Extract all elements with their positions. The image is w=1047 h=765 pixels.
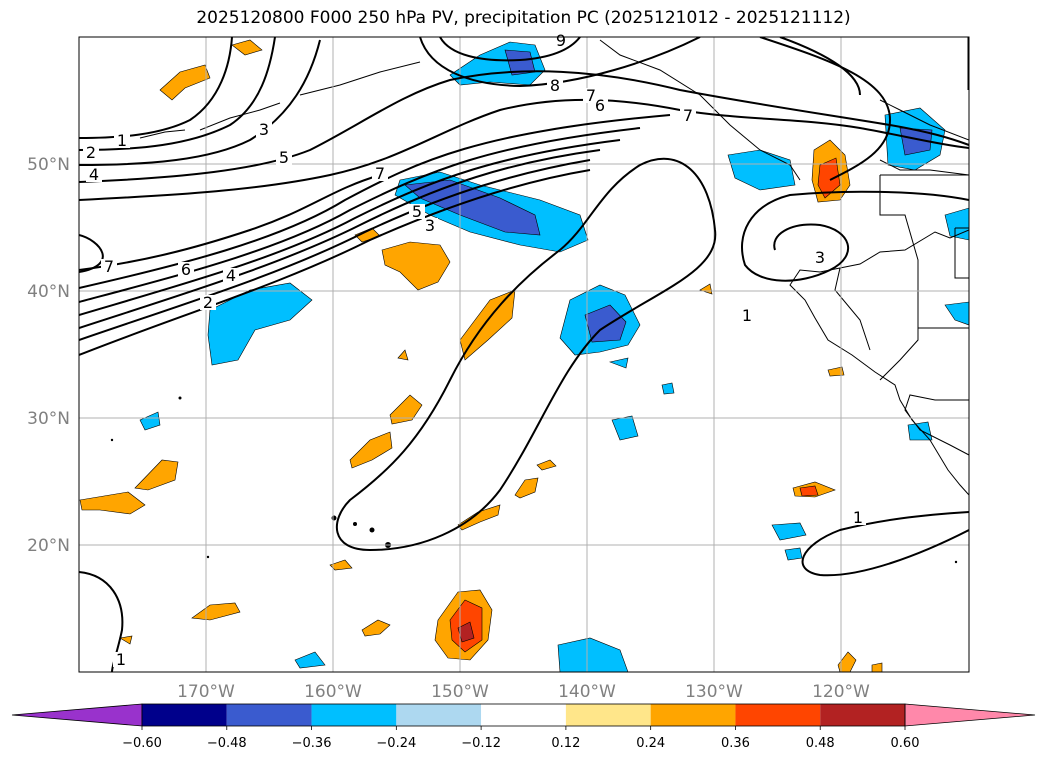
precip-pos-blob xyxy=(827,366,845,377)
precip-neg-core xyxy=(584,304,627,343)
colorbar-bin xyxy=(481,704,566,726)
precip-neg-blob xyxy=(207,282,313,366)
precip-neg-blob xyxy=(907,421,933,441)
lon-tick-label: 170°W xyxy=(177,682,235,702)
colorbar-bin xyxy=(650,704,736,726)
contour-label: 3 xyxy=(425,216,435,235)
precip-pos-blob xyxy=(536,459,557,471)
precip-pos-blob xyxy=(381,241,451,291)
colorbar: −0.60 −0.48 −0.36 −0.24 −0.12 0.12 0.24 0.36 0.4… xyxy=(11,703,1036,751)
precip-pos-blob xyxy=(361,619,391,637)
precip-pos-blob xyxy=(837,651,857,672)
precip-pos-blob xyxy=(514,477,539,499)
precip-pos-blob xyxy=(119,635,133,645)
colorbar-bin xyxy=(226,704,312,726)
colorbar-tick-label: 0.48 xyxy=(806,736,835,751)
precip-neg-blob xyxy=(944,301,969,326)
precip-neg-core xyxy=(899,127,933,156)
lon-axis: 170°W 160°W 150°W 140°W 130°W 120°W xyxy=(177,682,870,702)
precip-neg-blob xyxy=(661,382,675,395)
precip-pos-blob xyxy=(457,504,501,531)
colorbar-tick-label: 0.60 xyxy=(891,736,920,751)
colorbar-tick-label: −0.36 xyxy=(292,736,332,751)
contour-label: 1 xyxy=(742,306,752,325)
coastlines xyxy=(139,37,969,496)
precip-pos-blob xyxy=(79,491,146,515)
contour-label: 2 xyxy=(86,143,96,162)
colorbar-tick-label: −0.60 xyxy=(122,736,162,751)
contour-label: 7 xyxy=(683,106,693,125)
precip-pos-blob xyxy=(459,289,516,361)
colorbar-bin xyxy=(565,704,651,726)
precip-pos-blob xyxy=(871,662,883,672)
lat-tick-label: 30°N xyxy=(27,409,70,429)
contour-label: 1 xyxy=(853,508,863,527)
contour-label: 1 xyxy=(116,650,126,669)
precip-neg-blob xyxy=(608,357,629,369)
contour-label: 1 xyxy=(117,131,127,150)
map-frame xyxy=(78,36,970,673)
contour-labels: 9 8 7 6 7 2 1 4 3 5 7 5 3 7 6 4 2 3 1 1 … xyxy=(83,31,866,669)
contour-label: 7 xyxy=(586,86,596,105)
contour-label: 8 xyxy=(550,76,560,95)
colorbar-tick-label: −0.24 xyxy=(376,736,416,751)
contour-label: 6 xyxy=(181,260,191,279)
colorbar-bin xyxy=(311,704,397,726)
precip-neg-blob xyxy=(771,522,807,541)
lat-axis: 20°N 30°N 40°N 50°N xyxy=(27,155,70,556)
colorbar-tick-label: −0.48 xyxy=(207,736,247,751)
contour-label: 7 xyxy=(104,257,114,276)
colorbar-tick-label: 0.24 xyxy=(636,736,665,751)
precip-neg-blob xyxy=(784,547,803,561)
precip-pos-blob xyxy=(231,39,263,56)
lat-tick-label: 20°N xyxy=(27,536,70,556)
colorbar-extend-low xyxy=(11,703,143,727)
lon-tick-label: 140°W xyxy=(558,682,616,702)
colorbar-bin xyxy=(735,704,821,726)
contour-label: 3 xyxy=(815,248,825,267)
precip-neg-blob xyxy=(727,149,796,191)
precip-pos-blob xyxy=(397,349,409,361)
contour-label: 7 xyxy=(375,164,385,183)
lon-tick-label: 150°W xyxy=(431,682,489,702)
precip-pos-blob xyxy=(159,64,211,101)
contour-label: 4 xyxy=(89,165,99,184)
contour-label: 4 xyxy=(226,266,236,285)
colorbar-tick-label: −0.12 xyxy=(461,736,501,751)
precip-neg-blob xyxy=(611,415,639,441)
contour-label: 9 xyxy=(556,31,566,50)
precip-pos-blob xyxy=(389,394,423,425)
contour-label: 5 xyxy=(412,202,422,221)
precip-pos-blob xyxy=(349,431,393,469)
colorbar-tick-label: 0.12 xyxy=(551,736,580,751)
chart-title: 2025120800 F000 250 hPa PV, precipitatio… xyxy=(196,8,851,28)
precip-pos-blob xyxy=(699,283,713,295)
precip-pos-core xyxy=(799,485,819,497)
contour-label: 2 xyxy=(203,293,213,312)
contour-label: 6 xyxy=(595,96,605,115)
contour-label: 5 xyxy=(279,148,289,167)
lat-tick-label: 40°N xyxy=(27,282,70,302)
colorbar-bin xyxy=(820,704,905,726)
precip-neg-blob xyxy=(139,411,161,431)
lon-tick-label: 160°W xyxy=(304,682,362,702)
lat-tick-label: 50°N xyxy=(27,155,70,175)
precip-pos-blob xyxy=(134,459,179,491)
colorbar-bin xyxy=(396,704,482,726)
precip-neg-blob xyxy=(557,637,629,672)
precip-pos-blob xyxy=(191,602,241,621)
colorbar-outline xyxy=(141,703,906,727)
precip-neg-blob xyxy=(294,651,326,669)
colorbar-tick-label: 0.36 xyxy=(721,736,750,751)
lon-tick-label: 120°W xyxy=(812,682,870,702)
colorbar-extend-high xyxy=(904,703,1036,727)
lon-tick-label: 130°W xyxy=(685,682,743,702)
precip-pos-core2 xyxy=(457,621,475,643)
contour-label: 3 xyxy=(259,120,269,139)
colorbar-bin xyxy=(142,704,227,726)
